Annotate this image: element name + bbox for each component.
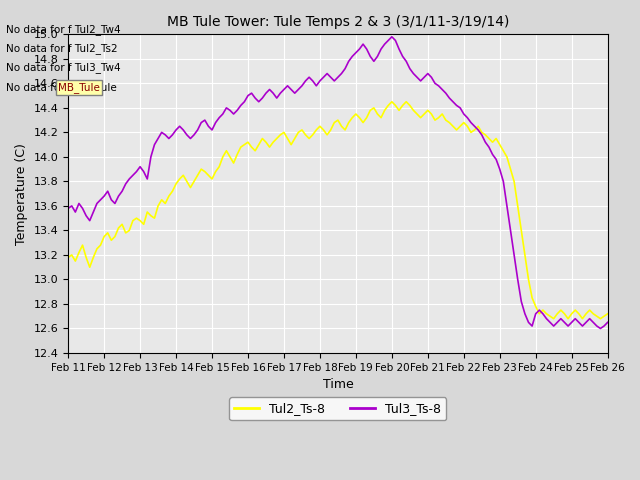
Tul2_Ts-8 — [83, 254, 90, 260]
Tul3_Ts-8 — [201, 117, 209, 123]
Tul2_Ts-8 — [550, 316, 557, 322]
Text: No data for f Tul2_Ts2: No data for f Tul2_Ts2 — [6, 43, 118, 54]
Tul2_Ts-8 — [201, 169, 209, 175]
Text: No data for f Tul2_Tw4: No data for f Tul2_Tw4 — [6, 24, 121, 35]
Tul2_Ts-8 — [604, 311, 611, 317]
Tul2_Ts-8 — [64, 254, 72, 260]
Tul3_Ts-8 — [83, 213, 90, 218]
Text: No data for f Tul3_Tw4: No data for f Tul3_Tw4 — [6, 62, 121, 73]
Line: Tul3_Ts-8: Tul3_Ts-8 — [68, 37, 607, 328]
Tul3_Ts-8 — [388, 34, 396, 40]
X-axis label: Time: Time — [323, 378, 353, 391]
Title: MB Tule Tower: Tule Temps 2 & 3 (3/1/11-3/19/14): MB Tule Tower: Tule Temps 2 & 3 (3/1/11-… — [166, 15, 509, 29]
Y-axis label: Temperature (C): Temperature (C) — [15, 143, 28, 245]
Tul3_Ts-8 — [147, 154, 155, 160]
Tul3_Ts-8 — [431, 81, 439, 86]
Text: MB_Tule: MB_Tule — [58, 82, 99, 93]
Tul3_Ts-8 — [604, 320, 611, 325]
Tul2_Ts-8 — [388, 99, 396, 105]
Legend: Tul2_Ts-8, Tul3_Ts-8: Tul2_Ts-8, Tul3_Ts-8 — [229, 397, 446, 420]
Tul3_Ts-8 — [64, 205, 72, 211]
Tul2_Ts-8 — [147, 213, 155, 218]
Tul2_Ts-8 — [431, 117, 439, 123]
Text: No data for f MB_Tule: No data for f MB_Tule — [6, 82, 117, 93]
Tul3_Ts-8 — [596, 325, 604, 331]
Tul3_Ts-8 — [252, 95, 259, 101]
Tul2_Ts-8 — [252, 148, 259, 154]
Tul3_Ts-8 — [420, 74, 428, 80]
Tul2_Ts-8 — [420, 111, 428, 117]
Line: Tul2_Ts-8: Tul2_Ts-8 — [68, 102, 607, 319]
